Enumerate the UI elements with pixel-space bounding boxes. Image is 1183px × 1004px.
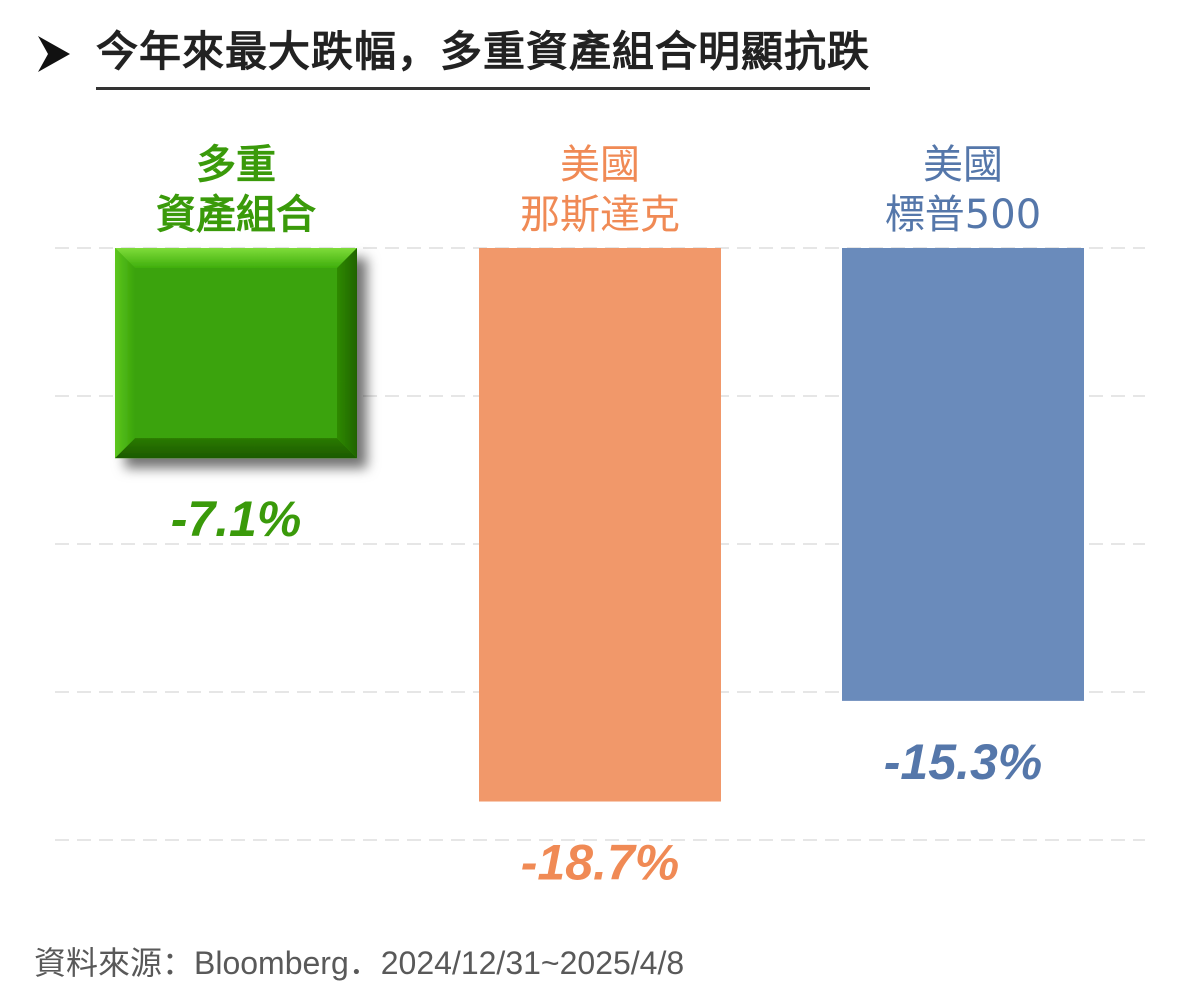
category-label: 那斯達克 <box>520 192 680 238</box>
source-note: 資料來源：Bloomberg．2024/12/31~2025/4/8 <box>34 945 685 981</box>
category-label: 多重 <box>196 142 276 188</box>
bar-multi-asset <box>115 248 357 459</box>
title-row: 今年來最大跌幅，多重資產組合明顯抗跌 <box>34 18 871 90</box>
bar-bevel-top <box>115 248 357 268</box>
bar-bevel-bottom <box>115 438 357 459</box>
bar-sp500 <box>842 248 1084 701</box>
category-label: 美國 <box>560 142 640 188</box>
bars <box>115 248 1084 802</box>
arrow-bullet-icon <box>38 36 70 72</box>
bar-nasdaq <box>479 248 721 802</box>
category-label: 資產組合 <box>156 192 316 238</box>
data-label: -7.1% <box>171 491 302 547</box>
data-label: -18.7% <box>521 835 679 891</box>
category-label: 美國 <box>923 142 1003 188</box>
bar-bevel-right <box>337 248 357 459</box>
category-label: 標普500 <box>885 192 1041 238</box>
chart-title: 今年來最大跌幅，多重資產組合明顯抗跌 <box>96 18 871 90</box>
bar-body <box>115 248 357 459</box>
bar-bevel-left <box>115 248 135 459</box>
data-label: -15.3% <box>884 734 1042 790</box>
